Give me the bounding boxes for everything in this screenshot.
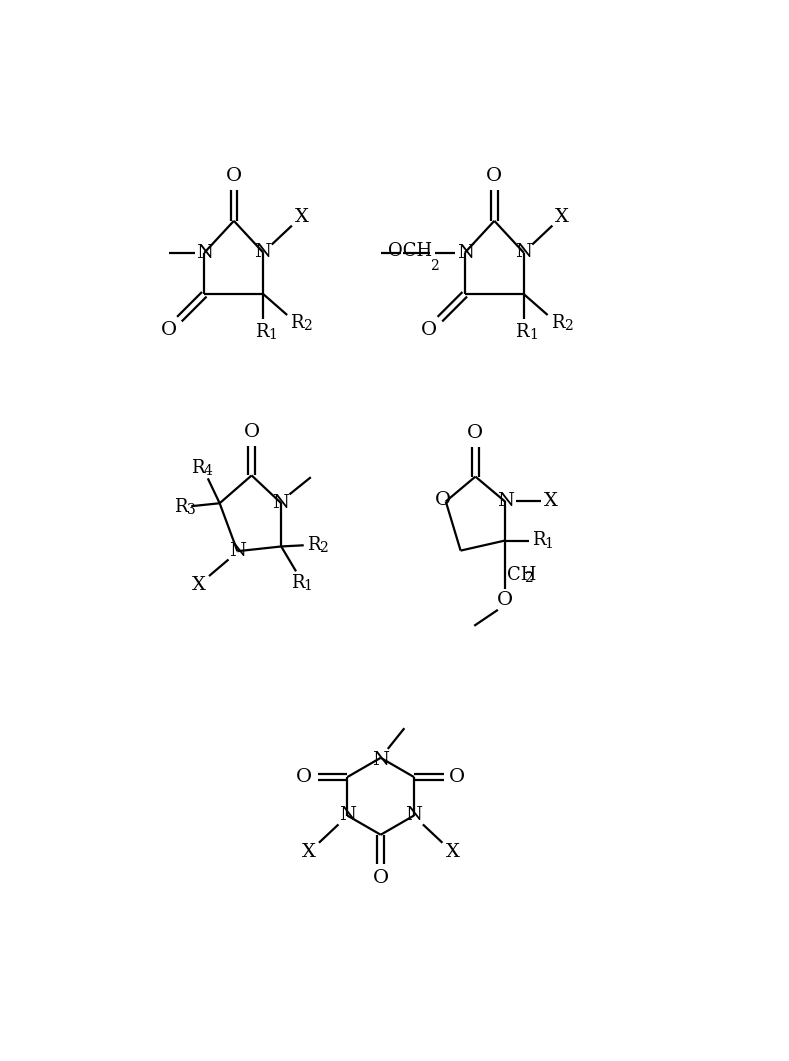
Text: O: O: [226, 168, 242, 186]
Text: 2: 2: [319, 541, 328, 555]
Text: 1: 1: [304, 579, 312, 593]
Text: O: O: [436, 490, 451, 508]
Text: 2: 2: [524, 572, 533, 586]
Text: R: R: [551, 314, 564, 332]
Text: 1: 1: [544, 537, 553, 551]
Text: X: X: [294, 208, 308, 226]
Text: N: N: [405, 806, 422, 824]
Text: 2: 2: [303, 318, 312, 333]
Text: N: N: [339, 806, 357, 824]
Text: N: N: [230, 541, 246, 559]
Text: N: N: [272, 493, 289, 511]
Text: 1: 1: [529, 328, 538, 342]
Text: N: N: [515, 243, 532, 261]
Text: CH: CH: [507, 566, 537, 584]
Text: R: R: [290, 314, 304, 332]
Text: 3: 3: [187, 503, 196, 518]
Text: O: O: [244, 423, 260, 441]
Text: R: R: [307, 536, 320, 554]
Text: R: R: [191, 458, 204, 476]
Text: R: R: [291, 574, 305, 592]
Text: O: O: [467, 424, 484, 442]
Text: 2: 2: [431, 259, 439, 274]
Text: O: O: [296, 768, 312, 786]
Text: O: O: [486, 168, 503, 186]
Text: O: O: [372, 869, 389, 887]
Text: N: N: [457, 244, 474, 262]
Text: X: X: [446, 843, 459, 862]
Text: 2: 2: [563, 318, 572, 333]
Text: R: R: [174, 498, 188, 516]
Text: 1: 1: [269, 328, 278, 342]
Text: X: X: [192, 576, 206, 594]
Text: N: N: [254, 243, 271, 261]
Text: X: X: [555, 208, 569, 226]
Text: O: O: [161, 320, 177, 338]
Text: O: O: [421, 320, 437, 338]
Text: X: X: [302, 843, 316, 862]
Text: N: N: [497, 492, 514, 510]
Text: OCH: OCH: [388, 242, 432, 260]
Text: 4: 4: [203, 464, 212, 477]
Text: X: X: [544, 492, 558, 510]
Text: N: N: [196, 244, 213, 262]
Text: R: R: [515, 324, 529, 342]
Text: O: O: [497, 591, 513, 609]
Text: N: N: [372, 750, 389, 768]
Text: R: R: [255, 324, 268, 342]
Text: O: O: [449, 768, 466, 786]
Text: R: R: [532, 530, 545, 549]
